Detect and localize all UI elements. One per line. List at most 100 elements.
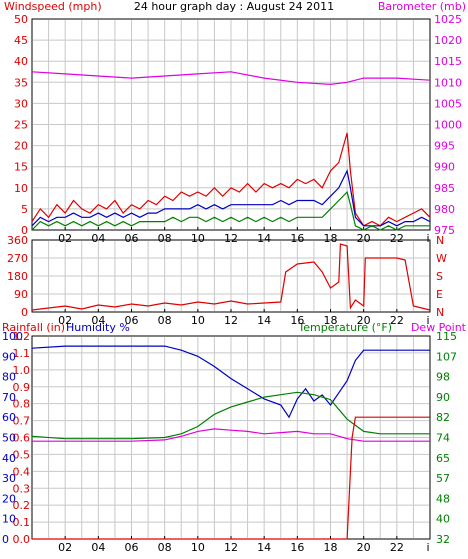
x-tick-label: 20 — [357, 314, 371, 327]
rainfall-tick-label: 0.7 — [13, 415, 31, 428]
temperature-tick-label: 82 — [436, 411, 450, 424]
x-tick-label: 10 — [191, 541, 205, 554]
x-tick-label: 06 — [125, 314, 139, 327]
windspeed-tick-label: 30 — [14, 97, 28, 110]
temperature-tick-label: 74 — [436, 432, 450, 445]
x-tick-label: 18 — [324, 541, 338, 554]
data-series — [31, 71, 431, 540]
barometer-axis-title: Barometer (mb) — [378, 0, 466, 13]
compass-tick-label: S — [436, 270, 443, 283]
x-tick-label: 02 — [58, 541, 72, 554]
windspeed-tick-label: 0 — [21, 224, 28, 237]
x-tick-label: 10 — [191, 314, 205, 327]
humidity-tick-label: 0 — [2, 533, 9, 546]
rainfall-tick-label: 0.3 — [13, 482, 31, 495]
rainfall-tick-label: 1.0 — [13, 364, 31, 377]
compass-tick-label: E — [436, 288, 443, 301]
x-tick-label: 12 — [224, 314, 238, 327]
direction-tick-label: 90 — [14, 288, 28, 301]
x-tick-label: 08 — [158, 541, 172, 554]
rainfall-tick-label: 0.5 — [13, 448, 31, 461]
humidity-tick-label: 30 — [2, 472, 16, 485]
compass-tick-label: N — [436, 306, 444, 319]
windspeed-tick-label: 10 — [14, 182, 28, 195]
temperature-tick-label: 57 — [436, 472, 450, 485]
x-tick-label: 06 — [125, 232, 139, 245]
humidity-axis-title: Humidity % — [66, 321, 130, 334]
windspeed-tick-label: 25 — [14, 119, 28, 132]
windspeed-tick-label: 20 — [14, 140, 28, 153]
x-tick-label: 06 — [125, 541, 139, 554]
x-tick-label: 16 — [290, 314, 304, 327]
temperature-tick-label: 98 — [436, 371, 450, 384]
barometer-tick-label: 1020 — [434, 34, 462, 47]
temperature-tick-label: 107 — [436, 350, 457, 363]
direction-tick-label: 0 — [21, 306, 28, 319]
x-tick-label: 04 — [91, 541, 105, 554]
temperature-tick-label: 65 — [436, 452, 450, 465]
x-tick-label: 22 — [390, 232, 404, 245]
barometer-tick-label: 1000 — [434, 119, 462, 132]
rainfall-axis-title: Rainfall (in) — [2, 321, 65, 334]
humidity-tick-label: 60 — [2, 411, 16, 424]
rainfall-tick-label: 0.4 — [13, 465, 31, 478]
x-tick-label: 04 — [91, 314, 105, 327]
windspeed-tick-label: 5 — [21, 203, 28, 216]
rainfall-tick-label: 0.2 — [13, 499, 31, 512]
series-line — [31, 391, 430, 440]
x-tick-label: 12 — [224, 541, 238, 554]
temperature-tick-label: 40 — [436, 513, 450, 526]
x-tick-label: 22 — [390, 541, 404, 554]
windspeed-tick-label: 15 — [14, 161, 28, 174]
x-tick-label: 10 — [191, 232, 205, 245]
temperature-tick-label: 32 — [436, 533, 450, 546]
x-tick-label: 08 — [158, 232, 172, 245]
series-line — [31, 71, 431, 86]
x-tick-label: 16 — [290, 232, 304, 245]
humidity-tick-label: 90 — [2, 350, 16, 363]
series-line — [31, 243, 431, 311]
temperature-tick-label: 90 — [436, 391, 450, 404]
x-tick-label: 02 — [58, 232, 72, 245]
series-line — [32, 416, 430, 540]
rainfall-tick-label: 0.6 — [13, 432, 31, 445]
temperature-tick-label: 115 — [436, 330, 457, 343]
x-tick-label: 02 — [58, 314, 72, 327]
series-line — [31, 345, 430, 419]
windspeed-tick-label: 45 — [14, 34, 28, 47]
direction-tick-label: 180 — [7, 270, 28, 283]
barometer-tick-label: 980 — [434, 203, 455, 216]
rainfall-tick-label: 0.9 — [13, 381, 31, 394]
humidity-tick-label: 40 — [2, 452, 16, 465]
grid-lines — [33, 20, 429, 539]
dewpoint-axis-title: Dew Point — [411, 321, 467, 334]
windspeed-tick-label: 35 — [14, 76, 28, 89]
x-tick-label: 16 — [290, 541, 304, 554]
x-end-label: i — [426, 232, 429, 245]
barometer-tick-label: 995 — [434, 140, 455, 153]
humidity-tick-label: 70 — [2, 391, 16, 404]
x-tick-label: 08 — [158, 314, 172, 327]
x-tick-label: 20 — [357, 541, 371, 554]
x-tick-label: 20 — [357, 232, 371, 245]
x-tick-label: 14 — [257, 541, 271, 554]
temperature-axis-title: Temperature (°F) — [297, 321, 392, 334]
windspeed-tick-label: 50 — [14, 13, 28, 26]
tick-labels: 02 04 06 08 10 12 14 16 18 20 22 i 02 04 06 08 10 12 14 16 1… — [2, 13, 462, 554]
humidity-tick-label: 50 — [2, 432, 16, 445]
humidity-tick-label: 20 — [2, 492, 16, 505]
barometer-tick-label: 1025 — [434, 13, 462, 26]
direction-tick-label: 270 — [7, 252, 28, 265]
humidity-tick-label: 10 — [2, 513, 16, 526]
series-line — [31, 190, 430, 231]
x-end-label: i — [426, 314, 429, 327]
rainfall-tick-label: 1.2 — [13, 330, 31, 343]
x-tick-label: 22 — [390, 314, 404, 327]
temperature-tick-label: 48 — [436, 492, 450, 505]
x-tick-label: 18 — [324, 232, 338, 245]
barometer-tick-label: 985 — [434, 182, 455, 195]
direction-tick-label: 360 — [7, 234, 28, 247]
compass-tick-label: W — [436, 252, 447, 265]
